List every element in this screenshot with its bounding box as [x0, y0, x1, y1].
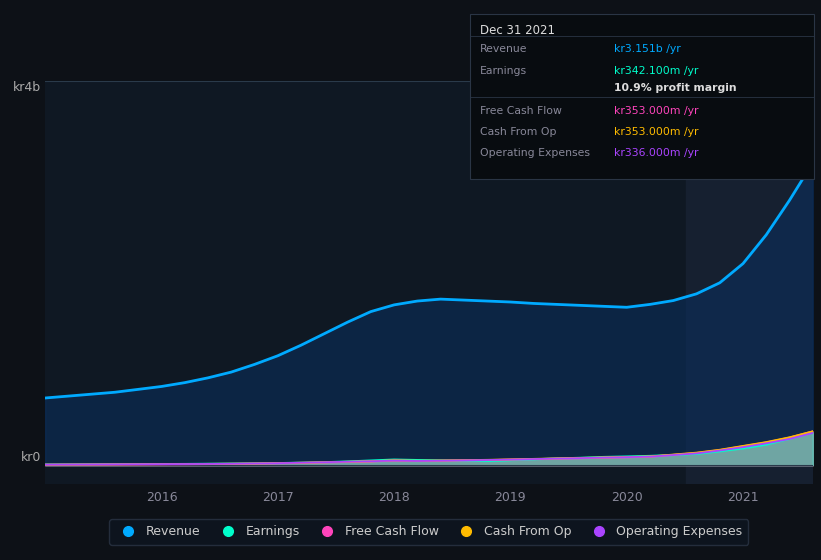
- Text: 10.9% profit margin: 10.9% profit margin: [614, 83, 736, 93]
- Text: kr4b: kr4b: [13, 81, 41, 94]
- Text: kr353.000m /yr: kr353.000m /yr: [614, 127, 699, 137]
- Legend: Revenue, Earnings, Free Cash Flow, Cash From Op, Operating Expenses: Revenue, Earnings, Free Cash Flow, Cash …: [109, 519, 749, 545]
- Text: kr0: kr0: [21, 451, 41, 464]
- Text: Cash From Op: Cash From Op: [480, 127, 557, 137]
- Text: kr3.151b /yr: kr3.151b /yr: [614, 44, 681, 54]
- Text: kr353.000m /yr: kr353.000m /yr: [614, 106, 699, 116]
- Text: Operating Expenses: Operating Expenses: [480, 148, 590, 158]
- Text: Dec 31 2021: Dec 31 2021: [480, 24, 555, 37]
- Text: Free Cash Flow: Free Cash Flow: [480, 106, 562, 116]
- Text: Earnings: Earnings: [480, 66, 527, 76]
- Text: kr342.100m /yr: kr342.100m /yr: [614, 66, 699, 76]
- Bar: [686, 81, 821, 484]
- Text: Revenue: Revenue: [480, 44, 528, 54]
- Text: kr336.000m /yr: kr336.000m /yr: [614, 148, 699, 158]
